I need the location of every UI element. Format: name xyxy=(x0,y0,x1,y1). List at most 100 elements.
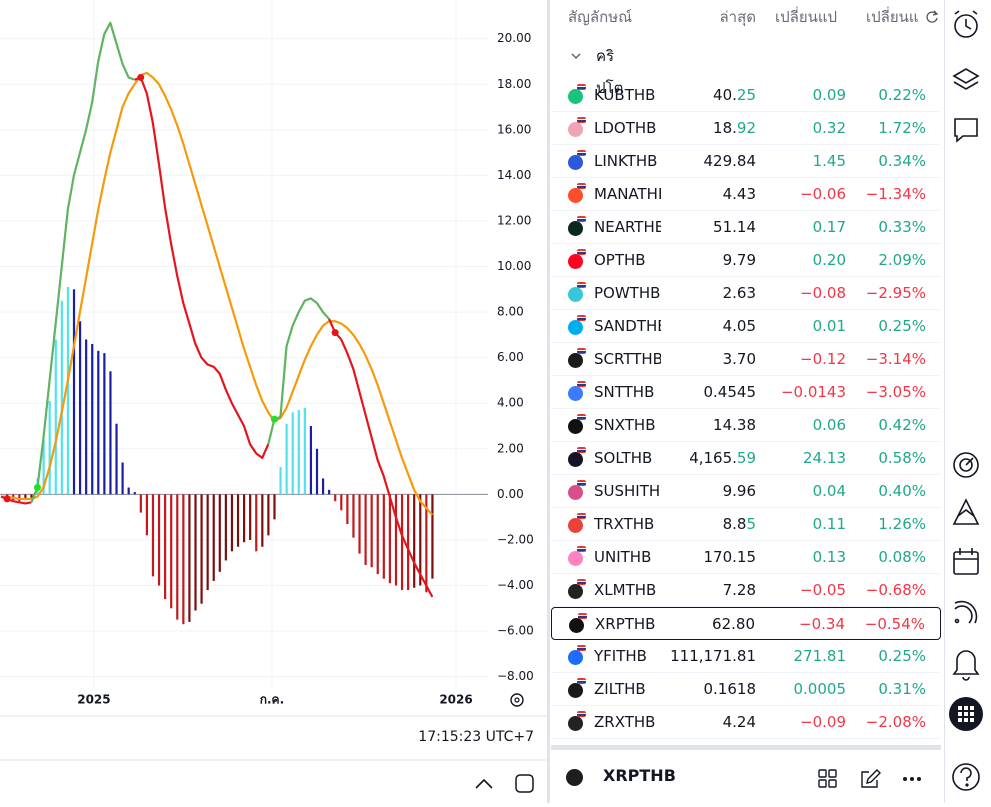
histogram-bar xyxy=(321,478,325,495)
change-pct: 0.25% xyxy=(878,647,926,665)
layers-button[interactable] xyxy=(952,68,980,90)
change-pct: 0.58% xyxy=(878,449,926,467)
histogram-bar xyxy=(139,494,142,513)
histogram-bar xyxy=(230,494,234,552)
x-tick-label: 2025 xyxy=(77,693,110,707)
maximize-button[interactable] xyxy=(515,774,534,793)
change-pct: −2.95% xyxy=(865,284,926,302)
header-symbol[interactable]: สัญลักษณ์ xyxy=(568,8,633,26)
coin-icon xyxy=(568,645,586,665)
chat-button[interactable] xyxy=(954,118,978,143)
watchlist-row[interactable]: SNTTHB 0.4545 −0.0143 −3.05% xyxy=(551,376,941,409)
watchlist-row[interactable]: ZRXTHB 4.24 −0.09 −2.08% xyxy=(551,706,941,739)
watchlist-row[interactable]: ZILTHB 0.1618 0.0005 0.31% xyxy=(551,673,941,706)
watchlist-row[interactable]: UNITHB 170.15 0.13 0.08% xyxy=(551,541,941,574)
last-price-main: 170.15 xyxy=(703,548,757,566)
change-pct: 1.72% xyxy=(878,119,926,137)
coin-icon xyxy=(568,414,586,434)
change: 0.04 xyxy=(812,482,846,500)
cross-marker xyxy=(270,415,278,423)
chart: 17:15:23 UTC+7 −8.00 −6.00 −4.00 −2.00 0.00 2… xyxy=(0,0,548,793)
notifications-button[interactable] xyxy=(952,650,980,681)
collapse-button[interactable] xyxy=(475,778,493,789)
change: −0.05 xyxy=(800,581,846,599)
edit-button[interactable] xyxy=(861,769,881,788)
gauge-button[interactable] xyxy=(953,452,979,478)
last-price: 0.1618 xyxy=(704,673,757,706)
histogram-bar xyxy=(328,489,331,495)
last-price-main: 4.05 xyxy=(722,317,756,335)
y-tick-label: 4.00 xyxy=(497,396,524,410)
change: 0.32 xyxy=(812,119,846,137)
watchlist-row[interactable]: TRXTHB 8.85 0.11 1.26% xyxy=(551,508,941,541)
histogram-bar xyxy=(255,494,258,552)
watchlist-row[interactable]: LDOTHB 18.92 0.32 1.72% xyxy=(551,112,941,145)
histogram-bar xyxy=(18,494,21,502)
histogram-bar xyxy=(413,494,416,588)
watchlist-row[interactable]: SANDTHB 4.05 0.01 0.25% xyxy=(551,310,941,343)
watchlist-row[interactable]: NEARTHB 51.14 0.17 0.33% xyxy=(551,211,941,244)
header-change-pct[interactable]: เปลี่ยนแ xyxy=(866,8,919,26)
details-bar: XRPTHB xyxy=(551,752,941,803)
histogram-bar xyxy=(352,494,355,538)
histogram-bar xyxy=(236,494,240,547)
last-price: 8.85 xyxy=(723,508,756,541)
histogram-bar xyxy=(261,494,264,547)
last-price-main: 4,165. xyxy=(689,449,737,467)
histogram-bar xyxy=(315,448,319,495)
watchlist-row[interactable]: XLMTHB 7.28 −0.05 −0.68% xyxy=(551,574,941,607)
layout-button[interactable] xyxy=(818,769,837,788)
last-price: 4,165.59 xyxy=(689,442,756,475)
settings-button[interactable] xyxy=(510,693,524,707)
histogram-bar xyxy=(60,300,63,495)
last-price-main: 4.24 xyxy=(722,713,756,731)
coin-icon xyxy=(568,216,586,236)
change: 0.06 xyxy=(812,416,846,434)
header-last[interactable]: ล่าสุด xyxy=(719,8,756,26)
histogram-bar xyxy=(66,287,70,495)
watchlist-row[interactable]: POWTHB 2.63 −0.08 −2.95% xyxy=(551,277,941,310)
watchlist-row[interactable]: SNXTHB 14.38 0.06 0.42% xyxy=(551,409,941,442)
watchlist-row[interactable]: SUSHITHB 9.96 0.04 0.40% xyxy=(551,475,941,508)
header-change[interactable]: เปลี่ยนแป xyxy=(775,8,838,26)
last-price: 429.84 xyxy=(704,145,757,178)
histogram-bar xyxy=(157,494,161,586)
watchlist-row[interactable]: YFITHB 111,171.81 271.81 0.25% xyxy=(551,640,941,673)
refresh-icon[interactable] xyxy=(925,10,939,24)
change-pct: −0.68% xyxy=(865,581,926,599)
histogram-bar xyxy=(224,494,227,561)
coin-icon xyxy=(568,579,586,599)
macd-line xyxy=(328,318,434,598)
change: −0.08 xyxy=(800,284,846,302)
watchlist-row[interactable]: SCRTTHB 3.70 −0.12 −3.14% xyxy=(551,343,941,376)
watchlist-row[interactable]: XRPTHB 62.80 −0.34 −0.54% xyxy=(551,607,941,640)
watchlist-row[interactable]: LINKTHB 429.84 1.45 0.34% xyxy=(551,145,941,178)
calendar-button[interactable] xyxy=(953,548,979,575)
last-price-main: 9.96 xyxy=(722,482,756,500)
help-button[interactable] xyxy=(952,763,980,791)
more-button[interactable] xyxy=(903,777,921,781)
histogram-bar xyxy=(334,494,337,502)
watchlist-row[interactable]: MANATHB 4.43 −0.06 −1.34% xyxy=(551,178,941,211)
change: −0.09 xyxy=(800,713,846,731)
last-price-main: 18. xyxy=(713,119,737,137)
symbol: SCRTTHB xyxy=(594,350,661,368)
last-price: 9.79 xyxy=(723,244,756,277)
watchlist-row[interactable]: KUBTHB 40.25 0.09 0.22% xyxy=(551,79,941,112)
ideas-button[interactable] xyxy=(952,498,980,525)
symbol: SNXTHB xyxy=(594,416,656,434)
details-symbol[interactable]: XRPTHB xyxy=(603,766,676,785)
apps-button[interactable] xyxy=(949,697,983,731)
alerts-button[interactable] xyxy=(954,10,978,38)
change-pct: 0.22% xyxy=(878,86,926,104)
last-price: 111,171.81 xyxy=(670,640,756,673)
macd-line xyxy=(30,21,136,503)
news-button[interactable] xyxy=(954,600,978,624)
histogram-bar xyxy=(346,494,349,524)
histogram-bar xyxy=(370,494,373,568)
watchlist-row[interactable]: OPTHB 9.79 0.20 2.09% xyxy=(551,244,941,277)
cross-marker xyxy=(33,484,41,492)
watchlist-row[interactable]: SOLTHB 4,165.59 24.13 0.58% xyxy=(551,442,941,475)
splitter[interactable] xyxy=(547,0,550,803)
histogram-bar xyxy=(297,410,300,495)
